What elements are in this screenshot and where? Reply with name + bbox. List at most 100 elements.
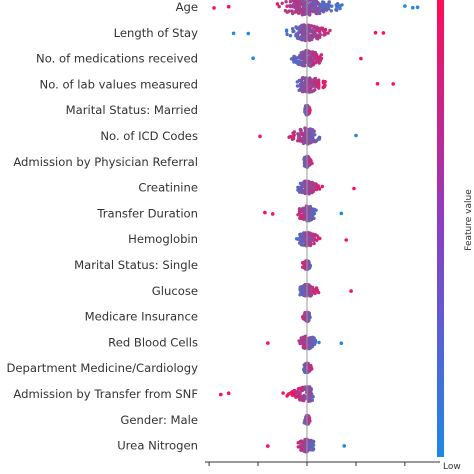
shap-point [330, 4, 334, 8]
shap-outlier-point [381, 31, 386, 35]
shap-point [296, 2, 300, 6]
shap-outlier-point [270, 212, 275, 216]
shap-point [313, 233, 317, 237]
shap-point [320, 27, 324, 31]
shap-outlier-point [391, 82, 396, 86]
shap-point [307, 33, 311, 37]
shap-point [287, 4, 292, 8]
shap-outlier-point [219, 392, 223, 397]
feature-label: Hemoglobin [128, 232, 198, 246]
shap-point [318, 9, 323, 13]
shap-point [308, 204, 312, 209]
shap-point [314, 286, 319, 290]
shap-point [317, 57, 321, 61]
shap-point [284, 0, 288, 4]
shap-point [298, 25, 302, 29]
shap-point [291, 11, 295, 16]
shap-outlier-point [349, 289, 353, 293]
feature-swarm [266, 334, 344, 351]
shap-point [308, 181, 313, 185]
feature-label: Marital Status: Married [66, 103, 198, 117]
shap-point [315, 59, 319, 63]
feature-swarm [296, 179, 356, 196]
shap-outlier-point [246, 31, 251, 36]
shap-point [302, 136, 306, 141]
shap-point [314, 139, 319, 143]
shap-point [307, 218, 311, 223]
shap-point [300, 53, 305, 57]
shap-point [300, 76, 305, 80]
shap-point [338, 4, 343, 8]
shap-point [292, 130, 297, 134]
shap-point [299, 394, 303, 398]
shap-point [285, 4, 289, 8]
shap-point [309, 130, 313, 134]
shap-point [311, 443, 316, 447]
shap-point [288, 0, 293, 4]
shap-point [302, 292, 306, 297]
feature-label: No. of medications received [36, 52, 198, 66]
shap-point [293, 10, 298, 14]
shap-point [310, 37, 314, 42]
shap-point [307, 159, 312, 163]
shap-point [311, 63, 315, 67]
shap-point [287, 392, 291, 396]
shap-point [308, 76, 312, 80]
shap-point [296, 445, 300, 449]
shap-point [316, 2, 321, 6]
shap-point [294, 0, 299, 3]
shap-point [300, 57, 305, 61]
shap-point [299, 386, 304, 390]
shap-outlier-point [258, 134, 262, 139]
shap-outlier-point [375, 82, 380, 86]
shap-point [313, 53, 317, 58]
shap-point [306, 109, 311, 113]
shap-point [312, 77, 317, 81]
shap-outlier-point [226, 391, 231, 396]
shap-point [296, 387, 300, 391]
shap-point [301, 89, 306, 93]
shap-outlier-point [212, 6, 216, 10]
shap-point [321, 10, 326, 14]
shap-point [312, 34, 316, 38]
shap-point [308, 12, 312, 16]
shap-point [284, 29, 289, 33]
shap-point [294, 25, 298, 29]
feature-swarm [251, 49, 363, 68]
shap-point [297, 61, 301, 65]
shap-point [308, 61, 312, 66]
shap-point [309, 447, 313, 451]
shap-point [290, 137, 295, 141]
feature-label: Gender: Male [120, 413, 198, 427]
shap-point [328, 28, 332, 33]
shap-outlier-point [266, 341, 270, 345]
shap-point [291, 27, 295, 31]
shap-point [308, 189, 312, 193]
shap-point [299, 286, 304, 290]
feature-labels: Age Length of Stay No. of medications rece… [6, 0, 198, 453]
shap-point [320, 184, 324, 189]
feature-swarm [266, 437, 347, 454]
shap-point [301, 0, 305, 3]
shap-outlier-point [344, 238, 349, 242]
shap-point [313, 8, 317, 13]
colorbar-low-label: Low [443, 462, 461, 472]
shap-point [315, 36, 319, 40]
feature-label: Age [176, 0, 198, 14]
shap-point [303, 370, 307, 374]
shap-point [297, 78, 301, 83]
feature-label: Department Medicine/Cardiology [6, 361, 198, 375]
shap-point [296, 132, 300, 136]
shap-point [322, 5, 326, 9]
shap-point [303, 386, 308, 390]
shap-outlier-point [231, 31, 236, 36]
shap-point [310, 398, 314, 402]
shap-point [301, 335, 306, 339]
shap-point [297, 134, 301, 139]
shap-point [302, 64, 307, 68]
shap-point [308, 51, 312, 55]
feature-swarm [295, 76, 396, 94]
shap-point [320, 2, 325, 6]
shap-outlier-point [373, 30, 378, 35]
